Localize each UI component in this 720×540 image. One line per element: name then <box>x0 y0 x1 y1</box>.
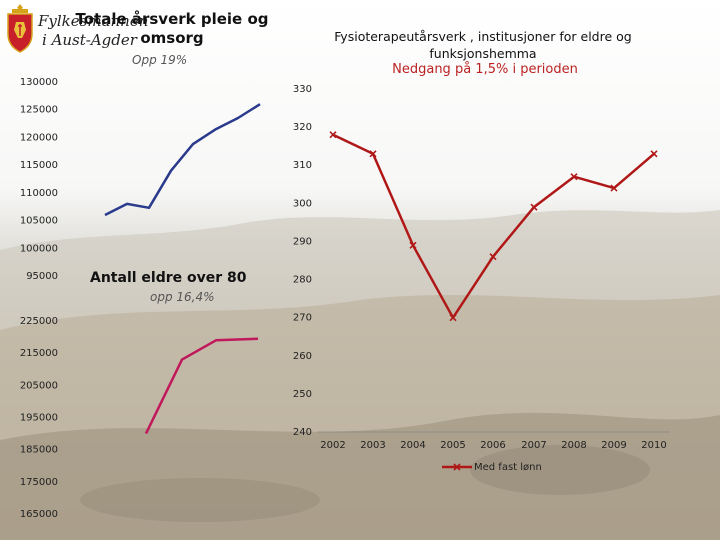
chart1-ytick: 105000 <box>20 216 58 227</box>
chart3-xtick: 2003 <box>360 440 385 451</box>
chart2-ytick: 215000 <box>20 348 58 359</box>
chart3-point <box>409 241 417 249</box>
chart3-point <box>530 203 538 211</box>
chart3-ytick: 260 <box>293 351 312 362</box>
chart2-ytick: 185000 <box>20 445 58 456</box>
chart1-series-line <box>104 103 261 217</box>
chart3-point <box>449 314 457 322</box>
chart3-ytick: 270 <box>293 313 312 324</box>
chart3-ytick: 250 <box>293 389 312 400</box>
chart1-ytick: 130000 <box>20 77 58 88</box>
chart3-series-line <box>332 133 655 319</box>
chart3-ytick: 290 <box>293 236 312 247</box>
chart1-ytick: 125000 <box>20 105 58 116</box>
chart3-ytick: 300 <box>293 198 312 209</box>
brand-line-1: Fylkesmannen <box>38 12 149 30</box>
chart2-ytick: 175000 <box>20 477 58 488</box>
chart3-xtick: 2007 <box>521 440 546 451</box>
chart3-xtick: 2004 <box>400 440 425 451</box>
chart3-point <box>570 173 578 181</box>
chart1-subtitle: Opp 19% <box>132 53 188 67</box>
chart3-xtick: 2008 <box>561 440 586 451</box>
chart3-ytick: 240 <box>293 427 312 438</box>
chart3-point <box>329 131 337 139</box>
chart1-ytick: 95000 <box>26 271 58 282</box>
chart2-subtitle: opp 16,4% <box>150 290 215 304</box>
chart3-xtick: 2002 <box>320 440 345 451</box>
brand-line-2: i Aust-Agder <box>42 31 137 49</box>
chart3-xtick: 2005 <box>440 440 465 451</box>
chart1-ytick: 115000 <box>20 160 58 171</box>
chart3-point <box>610 184 618 192</box>
chart3-ytick: 310 <box>293 160 312 171</box>
chart3-ytick: 330 <box>293 84 312 95</box>
chart3-legend-label: Med fast lønn <box>474 462 542 473</box>
chart3-point <box>369 150 377 158</box>
chart3-xtick: 2010 <box>641 440 666 451</box>
chart3-point <box>489 253 497 261</box>
coat-of-arms-logo <box>7 4 33 53</box>
chart3-subtitle: Nedgang på 1,5% i perioden <box>392 62 578 77</box>
chart1-ytick: 120000 <box>20 132 58 143</box>
chart3-ytick: 280 <box>293 275 312 286</box>
chart2-ytick: 165000 <box>20 509 58 520</box>
chart2-series-line <box>144 337 259 435</box>
chart3-ytick: 320 <box>293 122 312 133</box>
chart2-ytick: 195000 <box>20 413 58 424</box>
chart3-title: Fysioterapeutårsverk , institusjoner for… <box>334 29 632 61</box>
chart1-ytick: 100000 <box>20 243 58 254</box>
chart2-title: Antall eldre over 80 <box>90 270 247 286</box>
chart2-ytick: 225000 <box>20 316 58 327</box>
chart3-point <box>650 150 658 158</box>
chart3-xtick: 2009 <box>601 440 626 451</box>
chart1-title: Totale årsverk pleie og omsorg <box>75 10 269 47</box>
chart2-ytick: 205000 <box>20 380 58 391</box>
chart3-legend-marker <box>453 463 461 471</box>
chart3-xtick: 2006 <box>480 440 505 451</box>
chart1-ytick: 110000 <box>20 188 58 199</box>
